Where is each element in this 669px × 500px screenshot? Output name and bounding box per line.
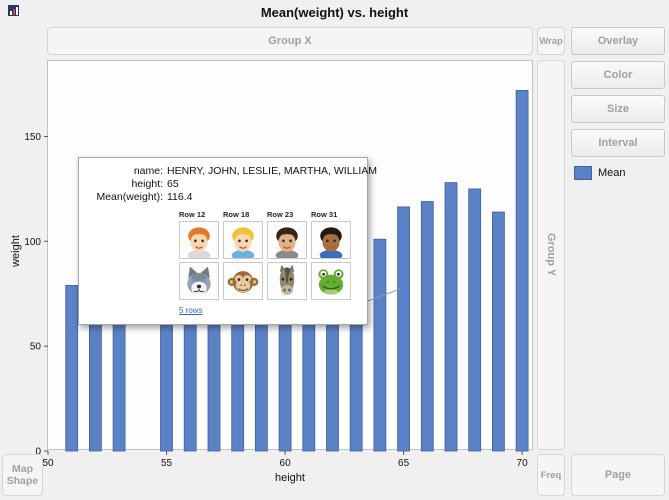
five-rows-link[interactable]: 5 rows [179, 306, 203, 315]
child-redhead-avatar [179, 221, 219, 259]
x-tick-label: 70 [517, 458, 529, 469]
bar-height-70[interactable] [515, 89, 529, 452]
tooltip-col-header: Row 23 [267, 210, 294, 219]
hover-tooltip: name: HENRY, JOHN, LESLIE, MARTHA, WILLI… [78, 157, 377, 325]
bar-height-66[interactable] [420, 201, 434, 452]
horse-avatar [267, 262, 307, 300]
freq-drop-zone[interactable]: Freq [537, 454, 565, 496]
tooltip-row: height: 65 [87, 178, 359, 191]
tooltip-row-preview-table: Row 12 Row 18 Row 23 Row 31 [179, 210, 359, 318]
tooltip-col-header: Row 18 [223, 210, 250, 219]
tooltip-callout-line [367, 288, 401, 302]
bar-height-67[interactable] [444, 182, 458, 452]
group-y-label: Group Y [545, 233, 557, 277]
tooltip-name-value: HENRY, JOHN, LESLIE, MARTHA, WILLIAM [167, 165, 378, 177]
child-darkhair-avatar [267, 221, 307, 259]
x-tick-label: 60 [280, 458, 292, 469]
size-drop-zone[interactable]: Size [571, 95, 665, 123]
plot-area[interactable]: 50 55 60 65 70 0 50 100 150 [24, 60, 533, 469]
husky-dog-avatar [179, 262, 219, 300]
legend[interactable]: Mean [574, 166, 626, 180]
bar-height-68[interactable] [468, 188, 482, 452]
freq-label: Freq [540, 469, 562, 481]
bar-height-64[interactable] [373, 238, 387, 452]
group-x-label: Group X [268, 35, 312, 47]
overlay-drop-zone[interactable]: Overlay [571, 27, 665, 55]
legend-swatch-mean[interactable] [574, 166, 592, 180]
tooltip-col-header: Row 12 [179, 210, 206, 219]
bar-height-69[interactable] [491, 211, 505, 452]
tooltip-mean-label: Mean(weight): [96, 191, 163, 203]
bar-height-52[interactable] [89, 316, 102, 452]
x-tick-label: 50 [42, 458, 54, 469]
chart-title: Mean(weight) vs. height [260, 5, 409, 20]
interval-drop-zone[interactable]: Interval [571, 129, 665, 157]
y-axis-title: weight [10, 235, 22, 267]
color-drop-zone[interactable]: Color [571, 61, 665, 89]
x-tick-label: 55 [161, 458, 173, 469]
frog-avatar [311, 262, 351, 300]
page-label: Page [604, 469, 632, 481]
page-drop-zone[interactable]: Page [571, 454, 665, 496]
map-shape-drop-zone[interactable]: Map Shape [2, 454, 43, 496]
monkey-avatar [223, 262, 263, 300]
y-tick-label: 0 [35, 447, 41, 458]
x-axis-title: height [275, 472, 305, 484]
group-y-drop-zone[interactable]: Group Y [537, 60, 565, 450]
child-brown-avatar [311, 221, 351, 259]
y-tick-label: 100 [24, 237, 41, 248]
tooltip-mean-value: 116.4 [167, 191, 193, 203]
tooltip-height-label: height: [131, 178, 163, 190]
tooltip-col-header: Row 31 [311, 210, 338, 219]
tooltip-row: Mean(weight): 116.4 [87, 191, 359, 204]
tooltip-height-value: 65 [167, 178, 179, 190]
y-tick-label: 150 [24, 132, 41, 143]
tooltip-name-label: name: [133, 165, 163, 177]
legend-label: Mean [598, 167, 626, 179]
x-tick-label: 65 [398, 458, 410, 469]
app-icon [8, 5, 19, 16]
y-tick-label: 50 [30, 342, 42, 353]
map-shape-label: Map Shape [6, 463, 39, 487]
bar-height-51[interactable] [65, 284, 79, 452]
child-blonde-avatar [223, 221, 263, 259]
wrap-label: Wrap [539, 35, 563, 47]
tooltip-avatar-grid [179, 221, 359, 300]
wrap-drop-zone[interactable]: Wrap [537, 27, 565, 55]
bar-height-65[interactable] [397, 206, 411, 452]
group-x-drop-zone[interactable]: Group X [47, 27, 533, 55]
tooltip-row: name: HENRY, JOHN, LESLIE, MARTHA, WILLI… [87, 165, 377, 178]
